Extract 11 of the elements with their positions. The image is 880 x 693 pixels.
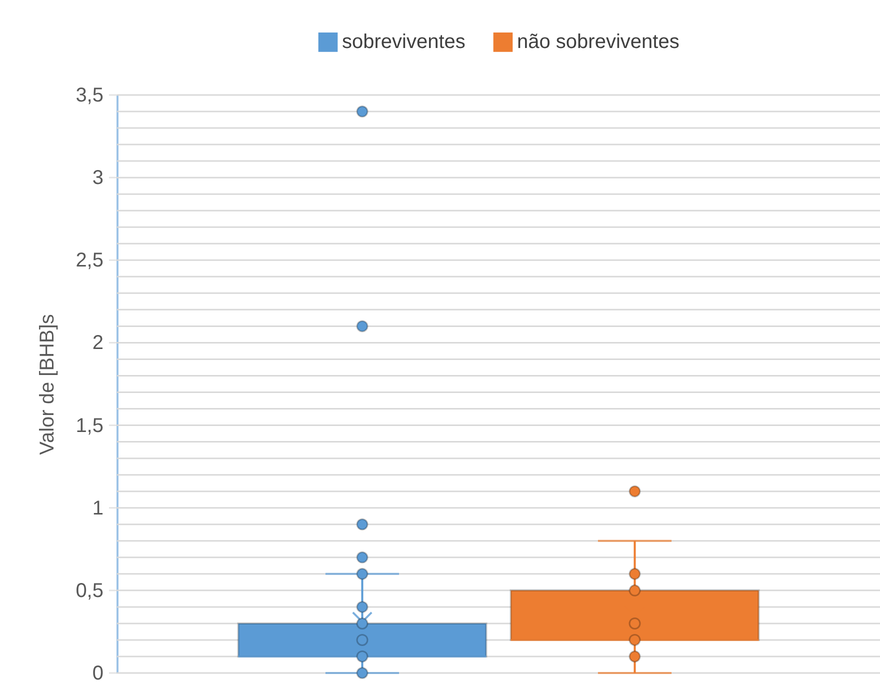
y-tick-label: 0,5 [76,580,104,602]
y-tick-label: 3 [92,167,104,190]
y-tick-label: 2,5 [76,250,104,272]
y-tick-label: 1,5 [76,414,104,437]
y-tick-label: 1 [92,497,104,520]
legend-label: sobreviventes [342,31,466,54]
legend-label: não sobreviventes [517,31,680,54]
y-tick-label: 3,5 [76,84,104,106]
y-axis-title: Valor de [BHB]s [36,314,59,455]
y-tick-label: 2 [92,332,104,354]
y-tick-label: 0 [92,662,104,684]
